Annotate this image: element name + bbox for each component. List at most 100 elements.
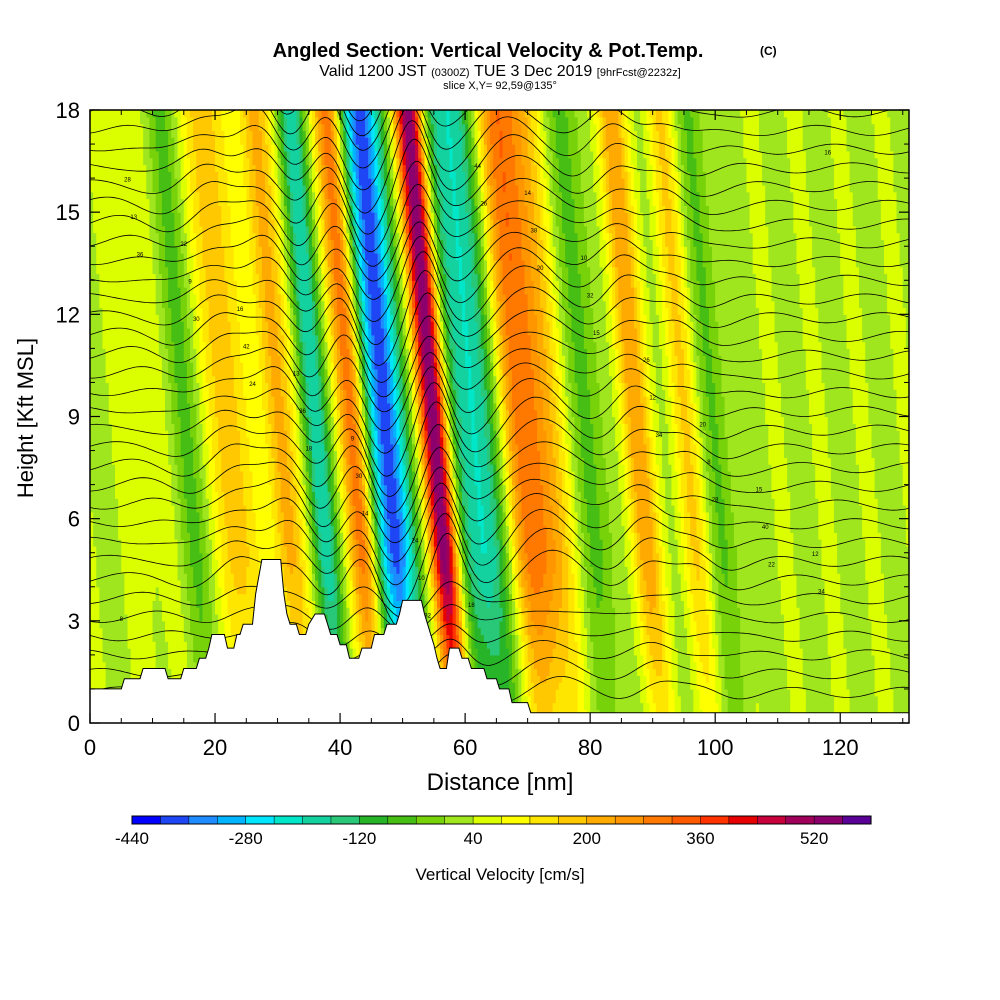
velocity-cell — [546, 641, 551, 649]
velocity-cell — [508, 641, 513, 649]
velocity-cell — [690, 682, 694, 690]
velocity-cell — [655, 648, 660, 656]
velocity-cell — [680, 654, 685, 663]
velocity-cell — [555, 634, 560, 642]
velocity-cell — [290, 614, 294, 622]
velocity-cell — [227, 627, 232, 636]
velocity-cell — [533, 654, 538, 663]
velocity-cell — [805, 654, 810, 663]
velocity-cell — [749, 627, 754, 636]
velocity-cell — [377, 620, 382, 629]
velocity-cell — [552, 648, 557, 656]
velocity-cell — [130, 620, 135, 629]
velocity-cell — [662, 654, 666, 663]
velocity-cell — [502, 627, 507, 636]
velocity-cell — [724, 702, 729, 710]
velocity-cell — [621, 688, 626, 697]
velocity-cell — [155, 614, 160, 622]
velocity-cell — [887, 648, 891, 656]
velocity-cell — [118, 620, 122, 629]
velocity-cell — [615, 702, 619, 710]
velocity-cell — [571, 682, 576, 690]
velocity-cell — [365, 634, 369, 642]
velocity-cell — [330, 627, 335, 636]
velocity-cell — [558, 620, 563, 629]
velocity-cell — [683, 675, 688, 683]
velocity-cell — [702, 695, 707, 704]
velocity-cell — [852, 702, 857, 710]
velocity-cell — [612, 648, 616, 656]
velocity-cell — [515, 627, 519, 636]
velocity-cell — [543, 675, 547, 683]
velocity-cell — [149, 654, 154, 663]
velocity-cell — [449, 627, 454, 636]
velocity-cell — [90, 654, 94, 663]
velocity-cell — [196, 614, 201, 622]
velocity-cell — [102, 682, 107, 690]
velocity-cell — [877, 682, 882, 690]
velocity-cell — [596, 702, 601, 710]
velocity-cell — [774, 620, 779, 629]
velocity-cell — [571, 627, 576, 636]
velocity-cell — [637, 661, 641, 670]
velocity-cell — [186, 661, 191, 670]
velocity-cell — [887, 661, 891, 670]
velocity-cell — [433, 634, 438, 642]
velocity-cell — [208, 627, 213, 636]
velocity-cell — [111, 627, 116, 636]
velocity-cell — [880, 688, 885, 697]
velocity-cell — [821, 668, 826, 676]
velocity-cell — [893, 702, 898, 710]
velocity-cell — [774, 675, 779, 683]
velocity-cell — [118, 654, 122, 663]
velocity-cell — [168, 641, 172, 649]
velocity-cell — [524, 634, 529, 642]
velocity-cell — [549, 661, 554, 670]
velocity-cell — [515, 654, 519, 663]
velocity-cell — [624, 627, 629, 636]
velocity-cell — [777, 661, 782, 670]
velocity-cell — [771, 634, 776, 642]
velocity-cell — [618, 682, 623, 690]
velocity-cell — [433, 620, 438, 629]
velocity-cell — [621, 702, 626, 710]
velocity-cell — [177, 668, 182, 676]
velocity-cell — [821, 620, 826, 629]
velocity-cell — [593, 661, 598, 670]
velocity-cell — [815, 682, 819, 690]
velocity-cell — [821, 702, 826, 710]
velocity-cell — [899, 688, 904, 697]
velocity-cell — [665, 668, 669, 676]
velocity-cell — [887, 668, 891, 676]
velocity-cell — [783, 661, 788, 670]
velocity-cell — [193, 627, 197, 636]
velocity-cell — [593, 620, 598, 629]
velocity-cell — [705, 627, 710, 636]
velocity-cell — [840, 661, 844, 670]
velocity-cell — [96, 661, 100, 670]
velocity-cell — [802, 682, 807, 690]
velocity-cell — [505, 675, 510, 683]
velocity-cell — [771, 695, 776, 704]
velocity-cell — [621, 627, 626, 636]
velocity-cell — [724, 688, 729, 697]
velocity-cell — [543, 620, 547, 629]
velocity-cell — [333, 627, 338, 636]
velocity-cell — [577, 634, 582, 642]
velocity-cell — [815, 688, 819, 697]
velocity-cell — [652, 634, 657, 642]
velocity-cell — [799, 627, 804, 636]
velocity-cell — [683, 648, 688, 656]
velocity-cell — [493, 641, 497, 649]
velocity-cell — [543, 688, 547, 697]
velocity-cell — [524, 695, 529, 704]
velocity-cell — [640, 661, 644, 670]
velocity-cell — [621, 634, 626, 642]
velocity-cell — [727, 654, 732, 663]
velocity-cell — [658, 682, 663, 690]
velocity-cell — [496, 654, 501, 663]
velocity-cell — [440, 641, 444, 649]
velocity-cell — [361, 627, 366, 636]
velocity-cell — [358, 641, 363, 649]
velocity-cell — [777, 620, 782, 629]
